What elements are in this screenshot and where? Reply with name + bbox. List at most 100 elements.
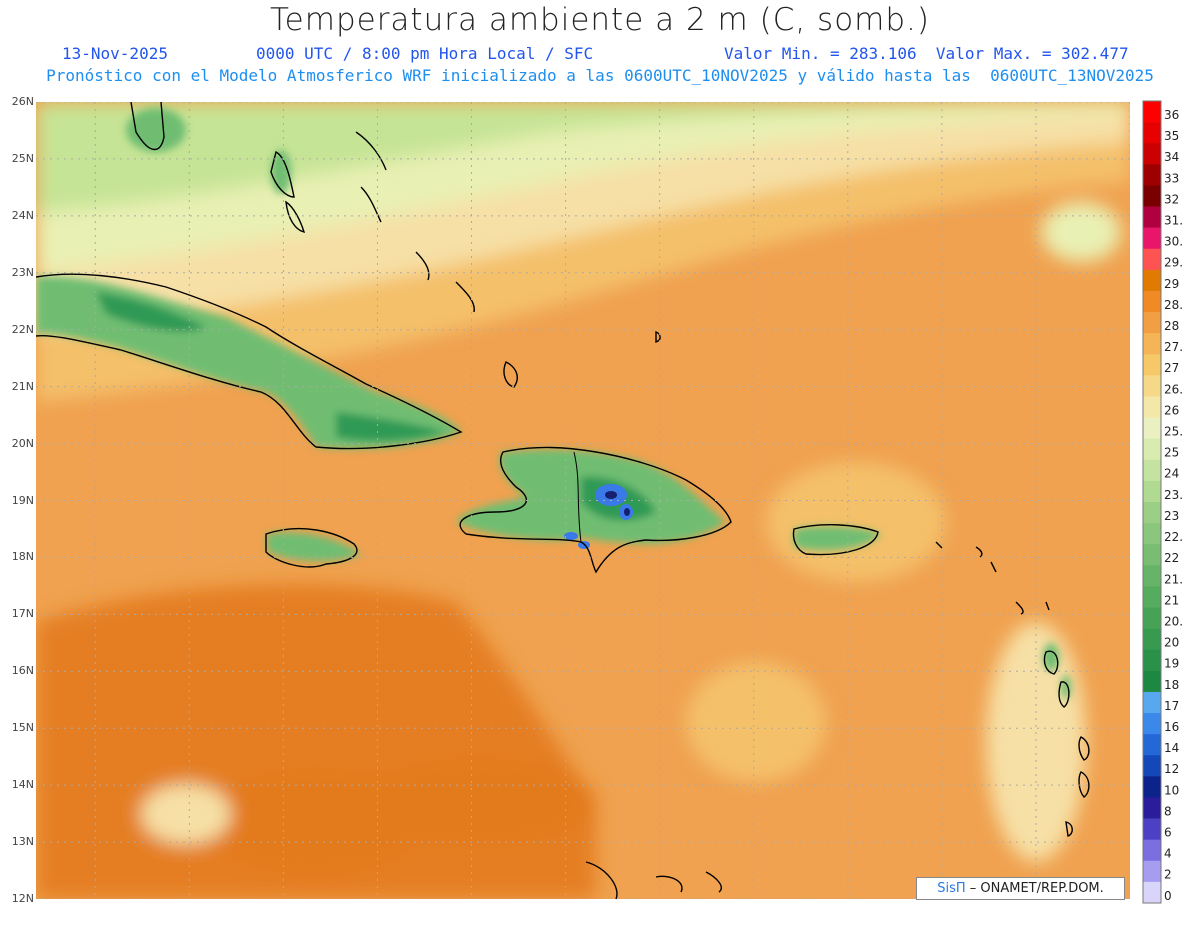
colorbar-label: 29.7 [1164, 256, 1182, 270]
colorbar-segment [1143, 860, 1161, 883]
colorbar-segment [1143, 459, 1161, 482]
lat-label: 12N [11, 892, 34, 905]
colorbar-segment [1143, 502, 1161, 524]
lat-label: 24N [11, 208, 34, 222]
colorbar-segment [1143, 101, 1161, 123]
colorbar-label: 29 [1164, 277, 1179, 291]
colorbar-segment [1143, 607, 1161, 629]
colorbar-label: 26.5 [1164, 382, 1182, 396]
colorbar-label: 28 [1164, 319, 1179, 333]
credit-text: – ONAMET/REP.DOM. [969, 881, 1104, 896]
colorbar-segment [1143, 312, 1161, 334]
graticule [36, 102, 1130, 899]
colorbar-label: 2 [1164, 868, 1172, 882]
temperature-shading [36, 102, 1130, 899]
colorbar-segment [1143, 628, 1161, 651]
colorbar-segment [1143, 523, 1161, 545]
lat-label: 22N [11, 322, 34, 336]
colorbar-segment [1143, 122, 1161, 144]
colorbar-label: 16 [1164, 720, 1179, 734]
forecast-date: 13-Nov-2025 [62, 44, 168, 63]
colorbar-segment [1143, 227, 1161, 250]
colorbar-label: 33 [1164, 171, 1179, 185]
colorbar-label: 25.5 [1164, 425, 1182, 439]
colorbar-label: 10 [1164, 783, 1179, 797]
colorbar-segment [1143, 438, 1161, 461]
colorbar: 363534333231.530.729.72928.52827.52726.5… [1142, 100, 1182, 904]
colorbar-label: 21.5 [1164, 572, 1182, 586]
lat-label: 13N [11, 835, 34, 849]
colorbar-label: 8 [1164, 804, 1172, 818]
colorbar-segment [1143, 649, 1161, 672]
lat-label: 23N [11, 265, 34, 279]
colorbar-segment [1143, 417, 1161, 439]
chart-title: Temperatura ambiente a 2 m (C, somb.) [270, 2, 930, 38]
colorbar-segment [1143, 776, 1161, 798]
colorbar-label: 31.5 [1164, 213, 1182, 227]
colorbar-label: 22 [1164, 551, 1179, 565]
colorbar-segment [1143, 480, 1161, 503]
temperature-map: 82W80W78W76W74W72W70W68W66W64W62W60W [36, 102, 1130, 899]
colorbar-segment [1143, 375, 1161, 397]
colorbar-label: 20.5 [1164, 614, 1182, 628]
colorbar-segment [1143, 713, 1161, 735]
colorbar-segment [1143, 143, 1161, 165]
colorbar-label: 23.5 [1164, 488, 1182, 502]
colorbar-segment [1143, 839, 1161, 862]
colorbar-label: 19 [1164, 657, 1179, 671]
colorbar-segment [1143, 164, 1161, 186]
colorbar-label: 24 [1164, 467, 1179, 481]
lat-label: 19N [11, 493, 34, 507]
credit-brand: SisΠ [937, 881, 966, 896]
lat-label: 20N [11, 436, 34, 450]
colorbar-label: 17 [1164, 699, 1179, 713]
colorbar-segment [1143, 396, 1161, 418]
colorbar-segment [1143, 248, 1161, 271]
colorbar-segment [1143, 586, 1161, 608]
colorbar-segment [1143, 565, 1161, 587]
colorbar-segment [1143, 755, 1161, 777]
colorbar-segment [1143, 354, 1161, 376]
min-max-values: Valor Min. = 283.106 Valor Max. = 302.47… [724, 44, 1129, 63]
colorbar-segment [1143, 734, 1161, 756]
colorbar-label: 28.5 [1164, 298, 1182, 312]
colorbar-segment [1143, 818, 1161, 840]
colorbar-label: 36 [1164, 108, 1179, 122]
lat-label: 26N [11, 95, 34, 108]
lat-label: 21N [11, 379, 34, 393]
coastlines [36, 102, 1090, 899]
colorbar-label: 27 [1164, 361, 1179, 375]
colorbar-segment [1143, 881, 1161, 904]
colorbar-label: 12 [1164, 762, 1179, 776]
colorbar-label: 0 [1164, 889, 1172, 903]
colorbar-segment [1143, 544, 1161, 566]
colorbar-segment [1143, 333, 1161, 355]
colorbar-label: 23 [1164, 509, 1179, 523]
lat-label: 14N [11, 778, 34, 792]
colorbar-label: 22.5 [1164, 530, 1182, 544]
lat-label: 18N [11, 550, 34, 564]
land-temperature [36, 108, 1071, 699]
colorbar-label: 6 [1164, 826, 1172, 840]
colorbar-segment [1143, 269, 1161, 292]
colorbar-segment [1143, 290, 1161, 313]
colorbar-label: 21 [1164, 593, 1179, 607]
colorbar-label: 34 [1164, 150, 1179, 164]
colorbar-label: 20 [1164, 636, 1179, 650]
colorbar-label: 26 [1164, 403, 1179, 417]
colorbar-label: 25 [1164, 446, 1179, 460]
colorbar-label: 27.5 [1164, 340, 1182, 354]
colorbar-label: 14 [1164, 741, 1179, 755]
model-info: Pronóstico con el Modelo Atmosferico WRF… [46, 66, 1154, 85]
colorbar-label: 30.7 [1164, 235, 1182, 249]
colorbar-label: 32 [1164, 192, 1179, 206]
colorbar-segment [1143, 670, 1161, 693]
lat-label: 16N [11, 664, 34, 678]
lat-label: 17N [11, 607, 34, 621]
lat-label: 25N [11, 151, 34, 165]
forecast-time: 0000 UTC / 8:00 pm Hora Local / SFC [256, 44, 594, 63]
credit-box: SisΠ – ONAMET/REP.DOM. [916, 877, 1125, 900]
colorbar-label: 4 [1164, 847, 1172, 861]
lat-label: 15N [11, 721, 34, 735]
colorbar-label: 18 [1164, 678, 1179, 692]
